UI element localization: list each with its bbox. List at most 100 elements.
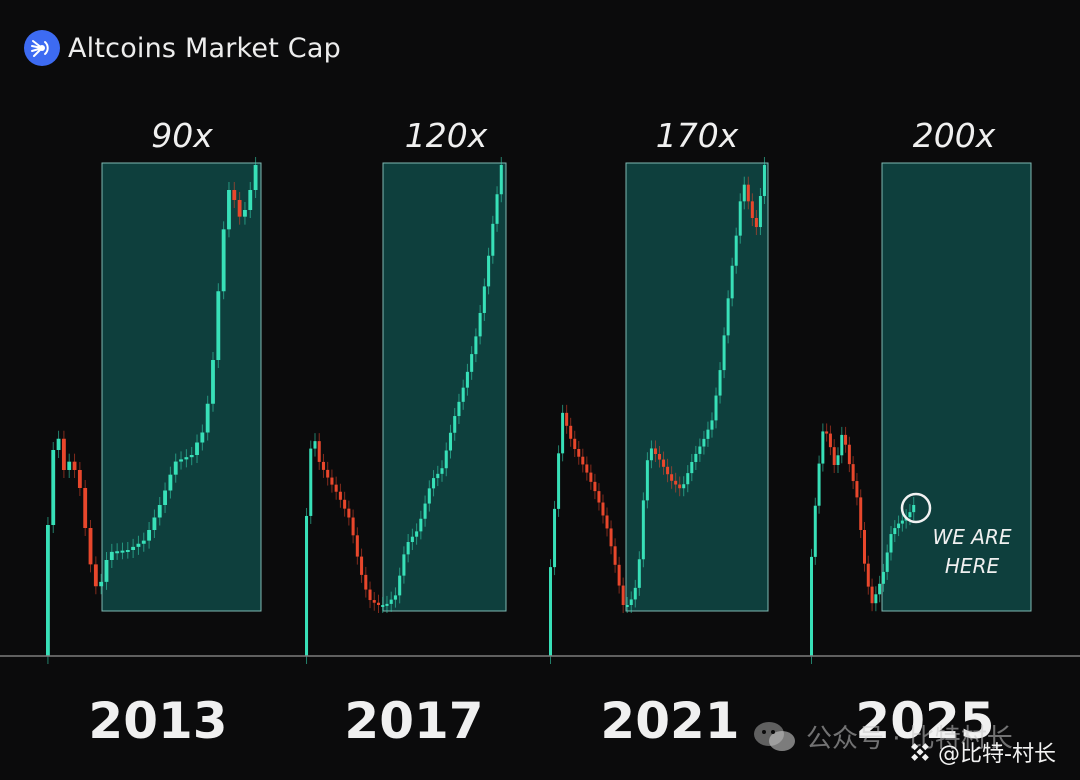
candle-up — [690, 462, 694, 474]
candle-up — [465, 371, 469, 388]
candle-up — [908, 512, 912, 518]
candle-up — [836, 455, 840, 465]
candle-up — [478, 312, 482, 337]
candle-up — [432, 478, 436, 489]
candle-down — [581, 456, 585, 465]
candle-up — [682, 484, 686, 489]
candle-down — [330, 477, 334, 485]
candle-down — [832, 447, 836, 465]
candle-down — [61, 438, 66, 470]
highlight-boxes — [101, 162, 1032, 612]
candle-up — [637, 559, 641, 588]
candle-up — [487, 255, 491, 287]
highlight-box-2013 — [101, 162, 262, 612]
candle-up — [758, 196, 762, 228]
candle-down — [334, 484, 338, 492]
candle-up — [444, 450, 448, 469]
candle-down — [870, 586, 874, 604]
candle-down — [613, 546, 617, 565]
candle-down — [601, 502, 605, 516]
watermark-text: 公众号 · 比特村长 — [806, 724, 1013, 754]
candle-up — [734, 235, 738, 266]
candle-up — [136, 543, 141, 547]
candle-down — [88, 528, 93, 565]
candle-down — [855, 481, 859, 498]
candle-down — [828, 433, 832, 448]
candle-down — [605, 515, 609, 529]
candle-up — [398, 575, 402, 596]
candle-up — [821, 431, 825, 464]
annotation-line-1: WE ARE — [933, 525, 1012, 549]
candle-up — [897, 523, 901, 529]
candle-up — [726, 298, 730, 336]
candle-up — [722, 335, 726, 371]
candle-up — [305, 515, 309, 656]
candle-up — [195, 442, 199, 455]
candle-up — [131, 546, 136, 550]
candle-down — [368, 589, 372, 601]
candle-up — [461, 387, 465, 402]
candle-up — [56, 438, 61, 450]
candle-up — [878, 583, 882, 595]
candle-up — [67, 461, 72, 470]
candle-down — [678, 484, 682, 489]
candle-down — [597, 491, 601, 503]
candle-up — [885, 552, 889, 572]
candle-down — [851, 464, 855, 482]
candle-down — [666, 466, 670, 475]
candle-up — [389, 599, 393, 604]
candle-up — [211, 360, 215, 404]
candle-up — [436, 473, 440, 479]
altcoins-logo-icon — [24, 30, 60, 66]
account-name: @比特-村长 — [938, 742, 1056, 767]
candle-up — [706, 429, 710, 439]
candle-down — [338, 491, 342, 500]
candle-down — [321, 461, 325, 470]
candle-up — [561, 412, 565, 454]
candle-down — [754, 218, 758, 228]
candle-up — [184, 457, 189, 460]
year-label: 2025 — [855, 692, 994, 750]
candle-up — [629, 599, 633, 605]
here-marker-icon — [900, 492, 932, 524]
candle-up — [714, 395, 718, 421]
annotation-line-2: HERE — [945, 554, 1000, 578]
chart-title: Altcoins Market Cap — [68, 32, 341, 64]
candle-up — [168, 474, 173, 491]
candle-up — [470, 354, 474, 372]
candle-up — [813, 505, 817, 557]
candle-up — [381, 605, 385, 607]
candle-up — [99, 581, 104, 587]
candle-up — [393, 595, 397, 600]
candle-down — [866, 563, 870, 587]
candle-up — [109, 551, 114, 560]
candle-up — [457, 401, 461, 417]
candle-up — [893, 528, 897, 535]
chart-header: Altcoins Market Cap — [24, 30, 341, 66]
candle-up — [730, 265, 734, 299]
candle-up — [694, 453, 698, 462]
candle-up — [227, 190, 231, 230]
here-annotation: WE ARE HERE — [900, 492, 1012, 578]
candle-down — [376, 602, 381, 605]
watermark: 公众号 · 比特村长 — [752, 718, 1013, 755]
candle-up — [625, 605, 629, 607]
candle-up — [221, 229, 226, 292]
candle-up — [742, 184, 746, 202]
candle-down — [351, 517, 355, 536]
candle-down — [83, 488, 88, 528]
candle-down — [237, 200, 242, 217]
candle-down — [232, 190, 237, 200]
candle-up — [686, 473, 690, 485]
candle-up — [51, 450, 56, 525]
candle-up — [557, 453, 561, 509]
candle-up — [104, 560, 109, 582]
labels: 90x 2013 120x 2017 170x 2021 200x 2025 — [88, 116, 995, 750]
candle-down — [825, 431, 829, 434]
candle-up — [157, 505, 162, 518]
candle-up — [649, 448, 653, 461]
candle-up — [385, 603, 389, 606]
candle-up — [406, 542, 410, 555]
candle-up — [889, 534, 893, 553]
